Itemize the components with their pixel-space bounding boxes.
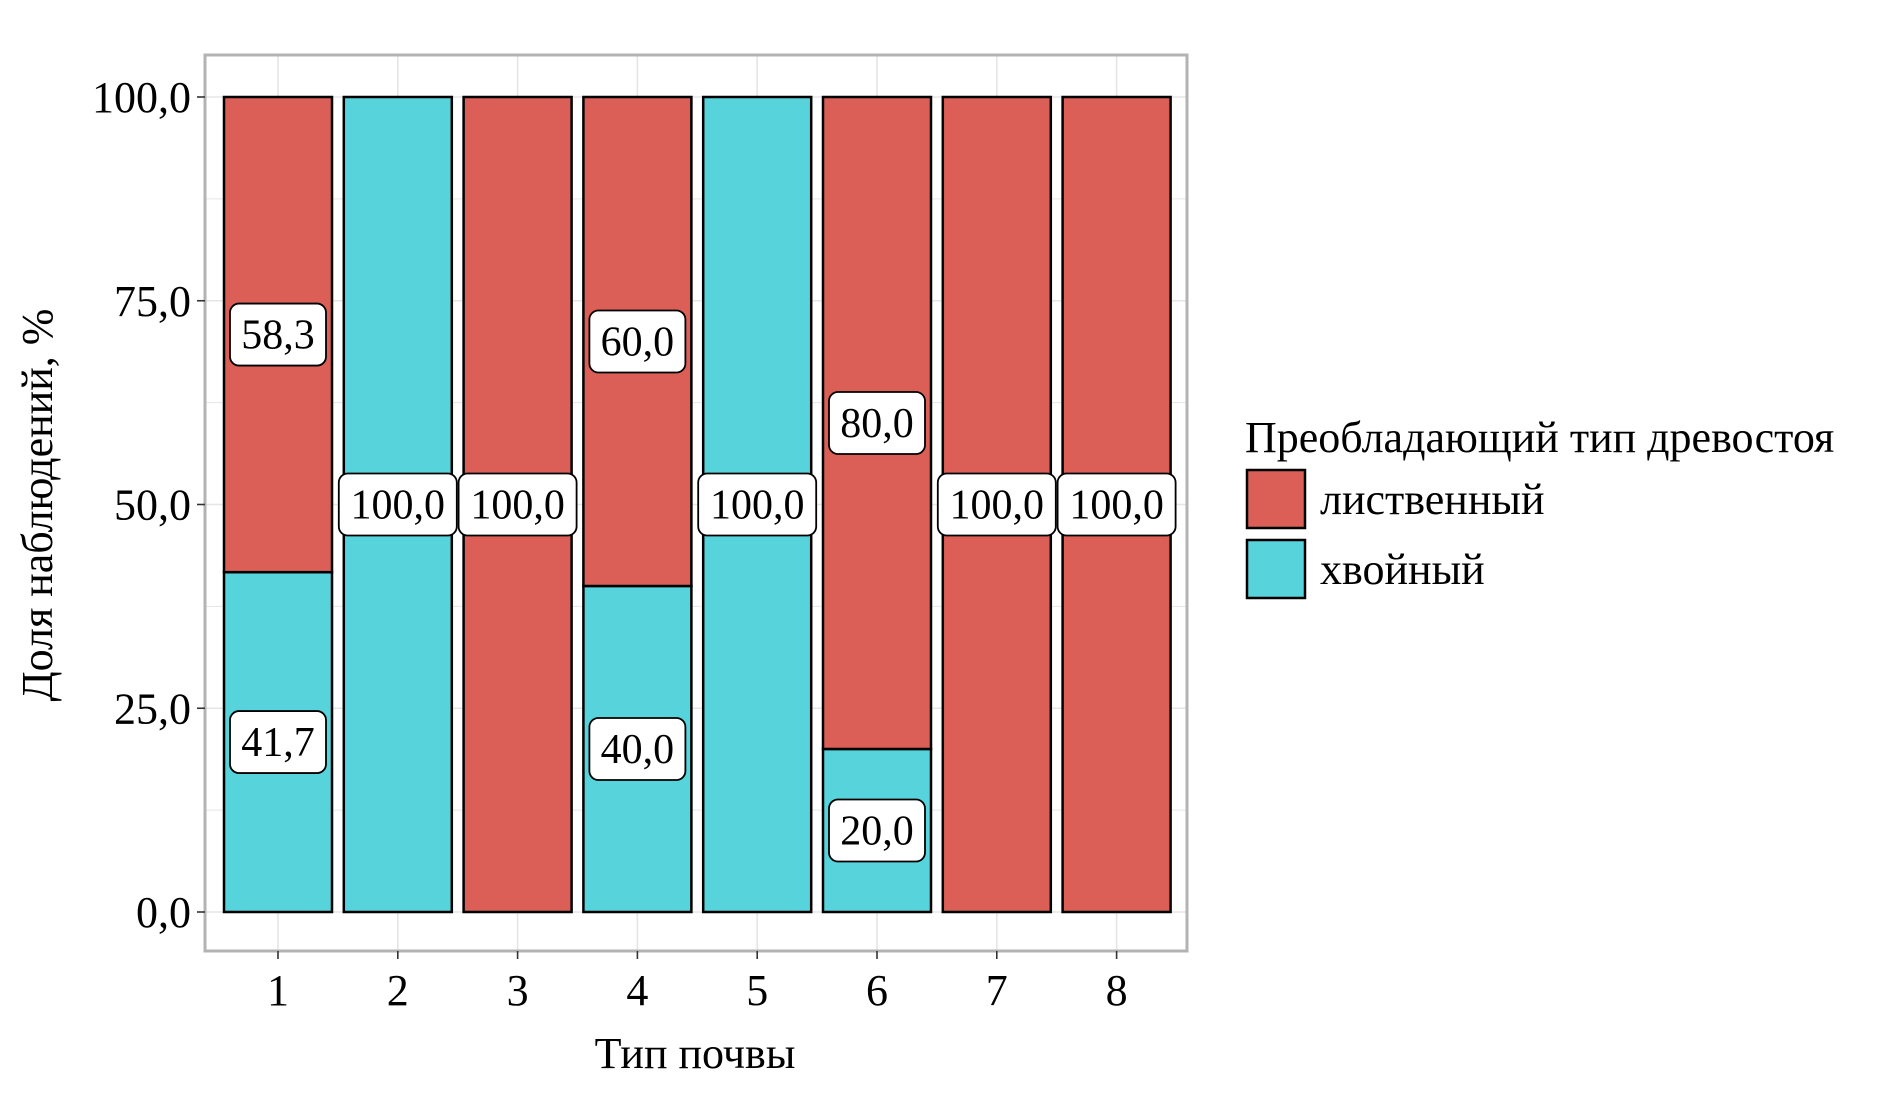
data-label-box: [229, 302, 327, 367]
y-tick-label: 50,0: [114, 481, 191, 530]
data-label-text: 58,3: [241, 313, 315, 359]
x-tick-label: 1: [267, 966, 289, 1015]
legend-entries: лиственный хвойный: [1245, 468, 1545, 600]
x-tick-label: 3: [507, 966, 529, 1015]
x-tick-label: 6: [866, 966, 888, 1015]
y-tick-label: 100,0: [92, 73, 191, 122]
data-label: 100,0: [337, 472, 458, 537]
y-axis-title: Доля наблюдений, %: [13, 309, 62, 702]
y-tick-label: 75,0: [114, 277, 191, 326]
data-label: 20,0: [828, 798, 926, 863]
data-label-text: 100,0: [950, 483, 1045, 529]
data-label-text: 100,0: [470, 483, 565, 529]
data-label-box: [828, 798, 926, 863]
data-label: 41,7: [229, 710, 327, 774]
legend-label: хвойный: [1320, 545, 1485, 594]
data-label: 80,0: [828, 391, 926, 455]
data-label: 58,3: [229, 302, 327, 367]
plot-panel-border: [203, 53, 1189, 953]
legend-title: Преобладающий тип древостоя: [1245, 413, 1834, 462]
data-label: 40,0: [588, 717, 687, 781]
data-label-text: 100,0: [710, 483, 805, 529]
data-label: 100,0: [697, 472, 818, 537]
x-tick-label: 4: [626, 966, 648, 1015]
y-tick-label: 0,0: [136, 888, 191, 937]
legend: Преобладающий тип древостоя лиственный хв…: [1245, 413, 1834, 600]
x-axis-title: Тип почвы: [595, 1029, 796, 1078]
data-label-box: [337, 472, 458, 537]
data-label-box: [828, 391, 926, 455]
data-label: 100,0: [457, 472, 578, 537]
data-label-box: [1056, 472, 1177, 537]
legend-label: лиственный: [1320, 475, 1545, 524]
data-label-layer: 41,7 58,3 100,0 100,0 40,0 60,0 100,0 20,0 80,0 1…: [229, 302, 1177, 863]
data-label-text: 60,0: [601, 320, 675, 366]
y-tick-label: 25,0: [114, 684, 191, 733]
legend-swatch-coniferous: [1245, 538, 1307, 600]
data-label-text: 40,0: [601, 727, 675, 773]
x-tick-label: 7: [986, 966, 1008, 1015]
legend-entry: лиственный: [1245, 468, 1545, 530]
data-label-text: 41,7: [241, 720, 315, 766]
x-tick-label: 8: [1106, 966, 1128, 1015]
legend-swatch-deciduous: [1245, 468, 1307, 530]
data-label-box: [588, 717, 687, 781]
data-label-box: [936, 472, 1057, 537]
data-label: 100,0: [936, 472, 1057, 537]
data-label-text: 20,0: [840, 809, 914, 855]
data-label-text: 100,0: [1069, 483, 1164, 529]
axis-layer: 0,0 25,0 50,0 75,0 100,0 1 2 3 4 5 6 7 8: [92, 73, 1128, 1015]
data-label: 100,0: [1056, 472, 1177, 537]
legend-entry: хвойный: [1245, 538, 1485, 600]
data-label-text: 80,0: [840, 401, 914, 447]
data-label-box: [457, 472, 578, 537]
data-label-text: 100,0: [351, 483, 446, 529]
x-tick-label: 5: [746, 966, 768, 1015]
data-label-box: [588, 309, 687, 374]
data-label-box: [697, 472, 818, 537]
data-label: 60,0: [588, 309, 687, 374]
x-tick-label: 2: [387, 966, 409, 1015]
data-label-box: [229, 710, 327, 774]
